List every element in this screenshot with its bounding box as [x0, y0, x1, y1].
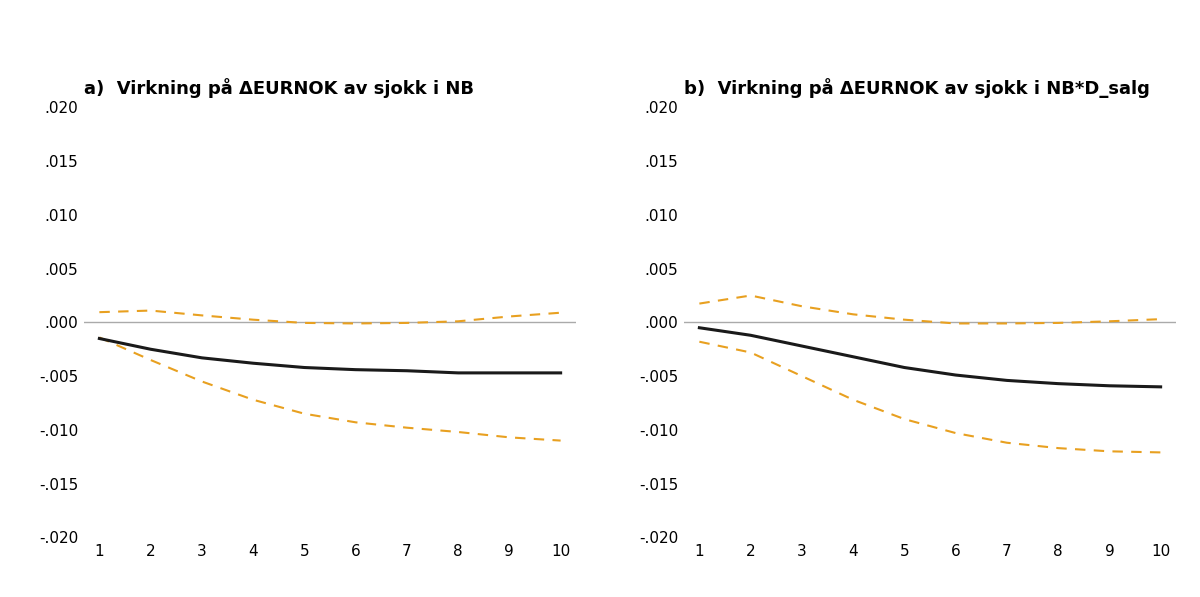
Text: a)  Virkning på ΔEURNOK av sjokk i NB: a) Virkning på ΔEURNOK av sjokk i NB [84, 78, 474, 97]
Text: b)  Virkning på ΔEURNOK av sjokk i NB*D_salg: b) Virkning på ΔEURNOK av sjokk i NB*D_s… [684, 78, 1150, 97]
